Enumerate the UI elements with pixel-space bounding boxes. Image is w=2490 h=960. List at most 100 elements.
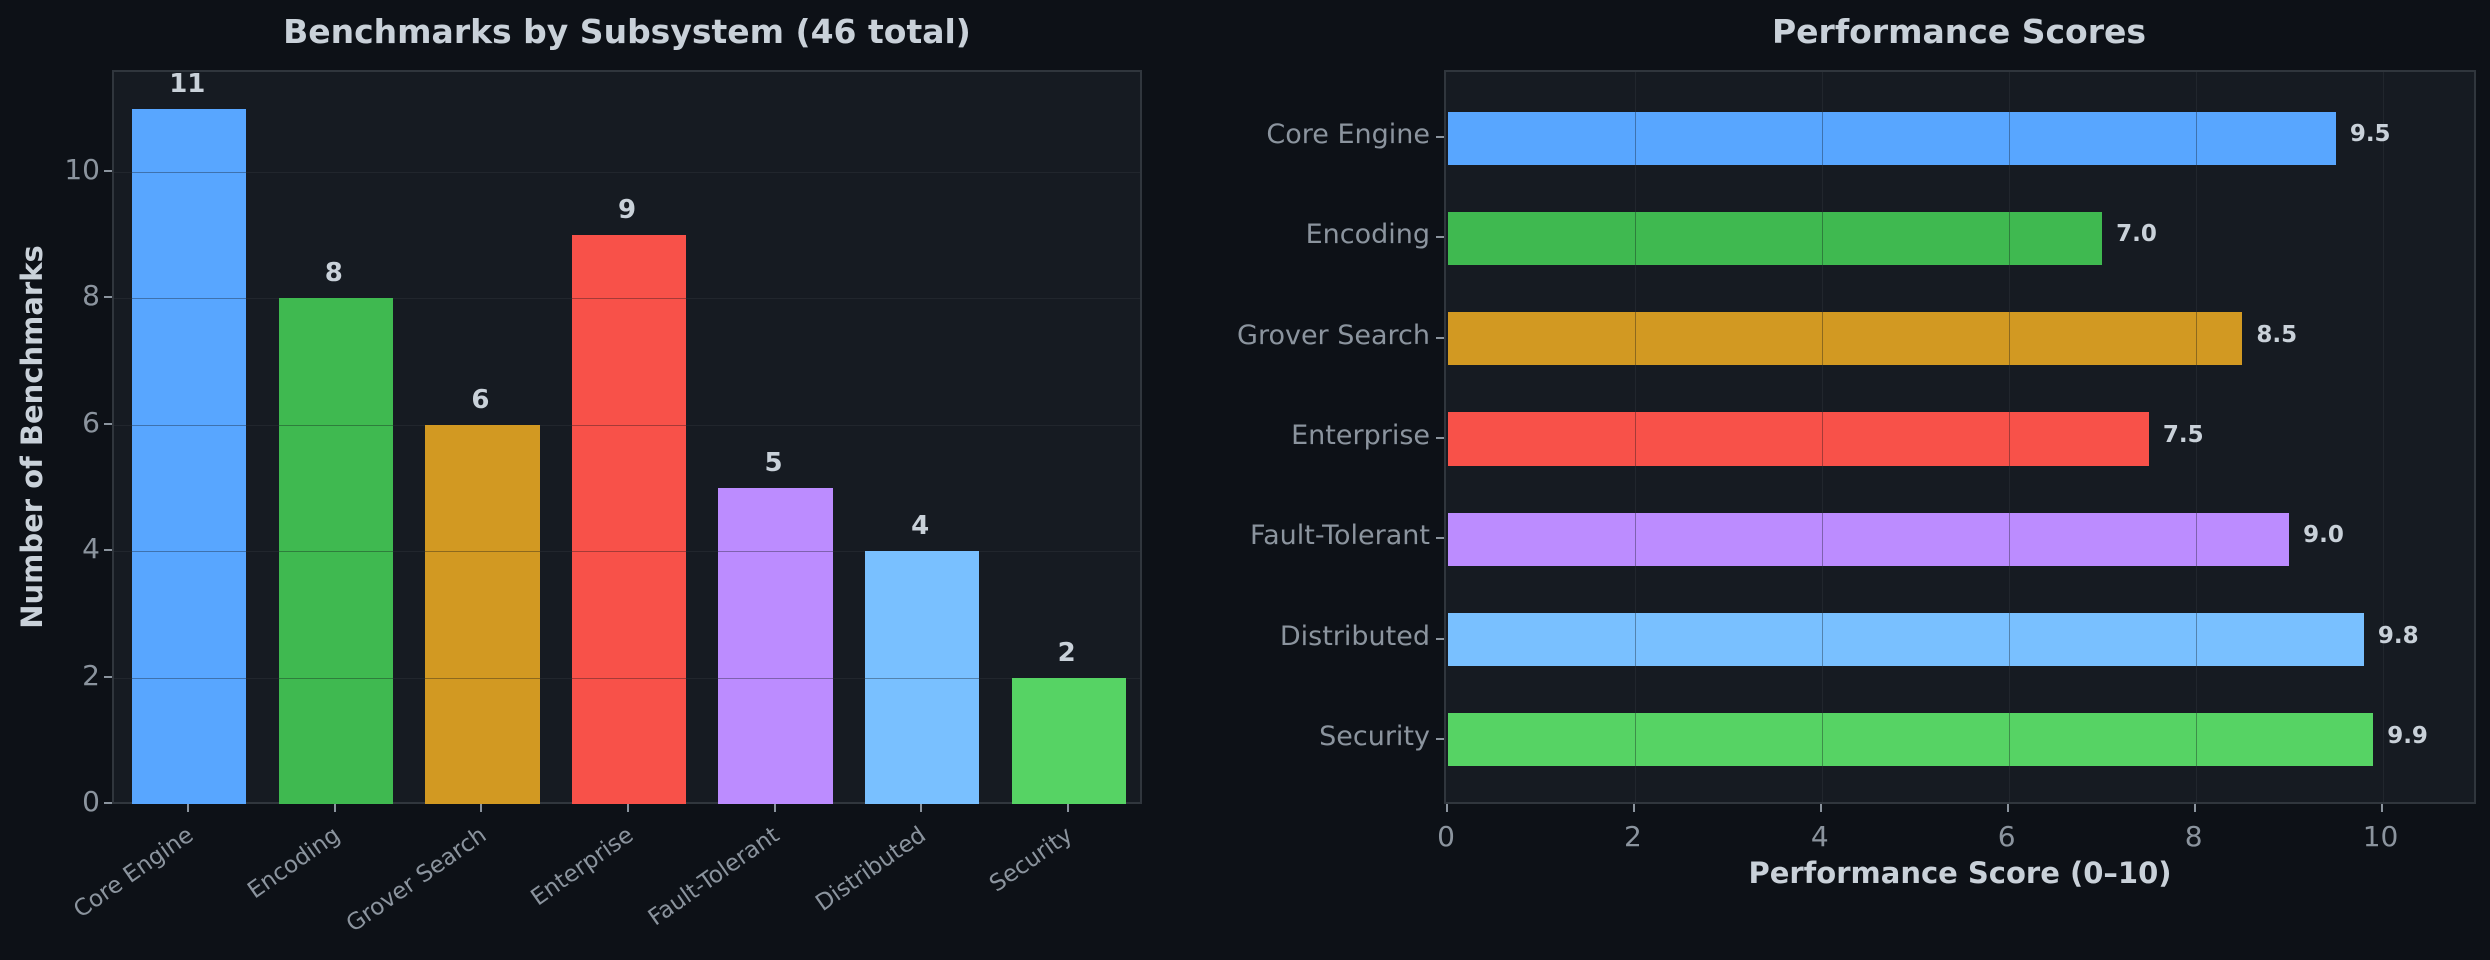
bar-gridline xyxy=(425,551,540,553)
bar-value-label: 8.5 xyxy=(2256,321,2298,348)
y-category-label: Enterprise xyxy=(1291,420,1430,451)
x-category-label: Enterprise xyxy=(526,822,638,912)
bar-value-label: 6 xyxy=(471,384,490,415)
bar-gridline xyxy=(1821,713,1823,767)
bar-gridline xyxy=(425,677,540,679)
right-chart-x-axis-label: Performance Score (0–10) xyxy=(1748,856,2172,890)
bar-gridline xyxy=(278,551,393,553)
left-chart-y-axis-label: Number of Benchmarks xyxy=(15,245,49,629)
x-tick-mark xyxy=(2006,804,2009,812)
bar-gridline xyxy=(278,424,393,426)
bar-value-label: 9 xyxy=(617,195,637,226)
y-tick-mark xyxy=(104,675,112,678)
bar-gridline xyxy=(1634,211,1636,266)
y-tick-mark xyxy=(1436,236,1444,239)
x-tick-label: 8 xyxy=(2184,820,2203,853)
right-chart-plot-area xyxy=(1444,70,2476,804)
bar-core-engine xyxy=(132,108,247,804)
y-category-label: Fault-Tolerant xyxy=(1250,520,1430,552)
bar-gridline xyxy=(2008,612,2010,667)
x-tick-mark xyxy=(920,804,923,812)
bar-value-label: 2 xyxy=(1057,637,1076,668)
x-tick-label: 2 xyxy=(1623,820,1642,853)
bar-value-label: 8 xyxy=(324,258,343,289)
x-gridline xyxy=(2195,72,2197,802)
y-category-label: Core Engine xyxy=(1266,119,1430,151)
bar-gridline xyxy=(571,298,687,300)
bar-gridline xyxy=(2195,713,2197,767)
y-tick-label: 2 xyxy=(82,658,100,692)
bar-gridline xyxy=(2008,512,2010,566)
y-category-label: Grover Search xyxy=(1237,319,1430,351)
bar-gridline xyxy=(1821,312,1823,366)
bar-gridline xyxy=(1634,412,1636,466)
x-tick-mark xyxy=(627,804,629,812)
y-tick-label: 8 xyxy=(82,279,100,313)
bar-security xyxy=(1011,677,1126,804)
y-tick-label: 0 xyxy=(82,785,100,818)
x-tick-label: 10 xyxy=(2362,820,2399,853)
y-category-label: Encoding xyxy=(1305,219,1430,251)
y-tick-mark xyxy=(104,169,112,172)
bar-gridline xyxy=(1634,111,1636,165)
x-tick-mark xyxy=(2380,804,2383,812)
bar-gridline xyxy=(2008,211,2010,266)
y-tick-mark xyxy=(104,296,112,299)
bar-gridline xyxy=(718,551,833,553)
y-tick-mark xyxy=(1436,637,1444,640)
bar-gridline xyxy=(2008,111,2010,165)
bar-gridline xyxy=(132,171,247,173)
bar-gridline xyxy=(1634,612,1636,667)
bar-value-label: 5 xyxy=(764,447,783,478)
x-tick-mark xyxy=(333,804,336,812)
x-tick-mark xyxy=(1446,804,1448,812)
bar-gridline xyxy=(571,424,687,426)
left-chart-title: Benchmarks by Subsystem (46 total) xyxy=(283,12,971,51)
y-tick-mark xyxy=(1436,136,1444,139)
x-category-label: Security xyxy=(985,822,1078,898)
hbar-core-engine xyxy=(1448,111,2336,165)
bar-gridline xyxy=(1821,512,1823,566)
bar-gridline xyxy=(1634,512,1636,566)
x-tick-label: 0 xyxy=(1437,820,1455,853)
bar-gridline xyxy=(2195,312,2197,366)
y-tick-mark xyxy=(1436,537,1444,540)
bar-gridline xyxy=(132,677,247,679)
x-tick-mark xyxy=(2193,804,2196,812)
hbar-enterprise xyxy=(1448,412,2149,466)
hbar-encoding xyxy=(1448,211,2103,266)
x-tick-mark xyxy=(1066,804,1069,812)
x-category-label: Fault-Tolerant xyxy=(644,822,785,932)
x-tick-label: 6 xyxy=(1997,820,2016,853)
bar-gridline xyxy=(1634,312,1636,366)
bar-encoding xyxy=(278,298,393,804)
y-gridline xyxy=(114,171,1140,173)
y-tick-mark xyxy=(104,802,112,804)
right-chart-title: Performance Scores xyxy=(1771,12,2147,51)
bar-gridline xyxy=(1634,713,1636,767)
x-tick-mark xyxy=(773,804,776,812)
y-category-label: Distributed xyxy=(1279,620,1430,652)
bar-gridline xyxy=(132,551,247,553)
y-tick-label: 4 xyxy=(82,532,100,566)
hbar-fault-tolerant xyxy=(1448,512,2290,566)
x-category-label: Grover Search xyxy=(341,822,492,938)
bar-gridline xyxy=(718,677,833,679)
bar-gridline xyxy=(2008,412,2010,466)
bar-gridline xyxy=(571,551,687,553)
bar-gridline xyxy=(1821,111,1823,165)
y-tick-mark xyxy=(104,549,112,552)
x-tick-label: 4 xyxy=(1810,820,1829,853)
hbar-distributed xyxy=(1448,612,2364,667)
y-tick-mark xyxy=(1436,737,1444,740)
bar-gridline xyxy=(278,677,393,679)
hbar-security xyxy=(1448,713,2374,767)
x-tick-mark xyxy=(480,804,483,812)
bar-value-label: 4 xyxy=(911,511,930,542)
y-tick-label: 6 xyxy=(82,405,100,439)
bar-gridline xyxy=(1821,412,1823,466)
bar-value-label: 9.5 xyxy=(2349,121,2391,148)
bar-gridline xyxy=(132,424,247,426)
bar-gridline xyxy=(2195,612,2197,667)
bar-gridline xyxy=(1821,211,1823,266)
